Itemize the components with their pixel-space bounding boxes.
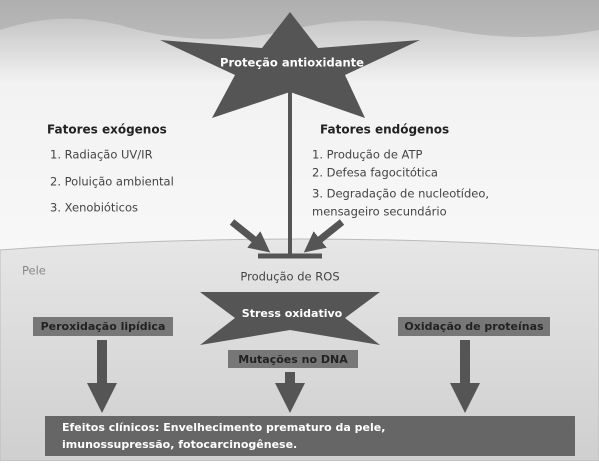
arrow	[303, 219, 345, 253]
endogenous-item: 1. Produção de ATP	[312, 148, 423, 162]
effects-box	[45, 416, 575, 456]
exogenous-title: Fatores exógenos	[47, 123, 167, 137]
top-wave	[0, 0, 599, 39]
star-label: Proteção antioxidante	[220, 56, 364, 70]
dna-box	[228, 350, 358, 368]
stress-label: Stress oxidativo	[242, 307, 343, 320]
star	[160, 12, 420, 118]
endogenous-item: 3. Degradação de nucleotídeo,	[312, 187, 489, 201]
skin-label: Pele	[22, 264, 46, 278]
effects-line: Efeitos clínicos: Envelhecimento prematu…	[62, 421, 385, 434]
endogenous-title: Fatores endógenos	[320, 123, 449, 137]
exogenous-item: 2. Poluição ambiental	[50, 175, 174, 189]
endogenous-item: 2. Defesa fagocitótica	[312, 166, 438, 180]
lipid-label: Peroxidação lipídica	[41, 320, 166, 333]
dna-label: Mutações no DNA	[238, 353, 348, 366]
exogenous-item: 3. Xenobióticos	[50, 201, 138, 215]
ros-label: Produção de ROS	[240, 270, 339, 284]
protein-label: Oxidação de proteínas	[404, 320, 544, 333]
protein-box	[398, 317, 550, 336]
lipid-box	[33, 317, 173, 336]
arrow	[229, 219, 271, 253]
endogenous-item: mensageiro secundário	[312, 205, 447, 219]
stress-shape	[200, 292, 380, 345]
effects-line: imunossupressão, fotocarcinogênese.	[62, 438, 297, 451]
exogenous-item: 1. Radiação UV/IR	[50, 148, 153, 162]
